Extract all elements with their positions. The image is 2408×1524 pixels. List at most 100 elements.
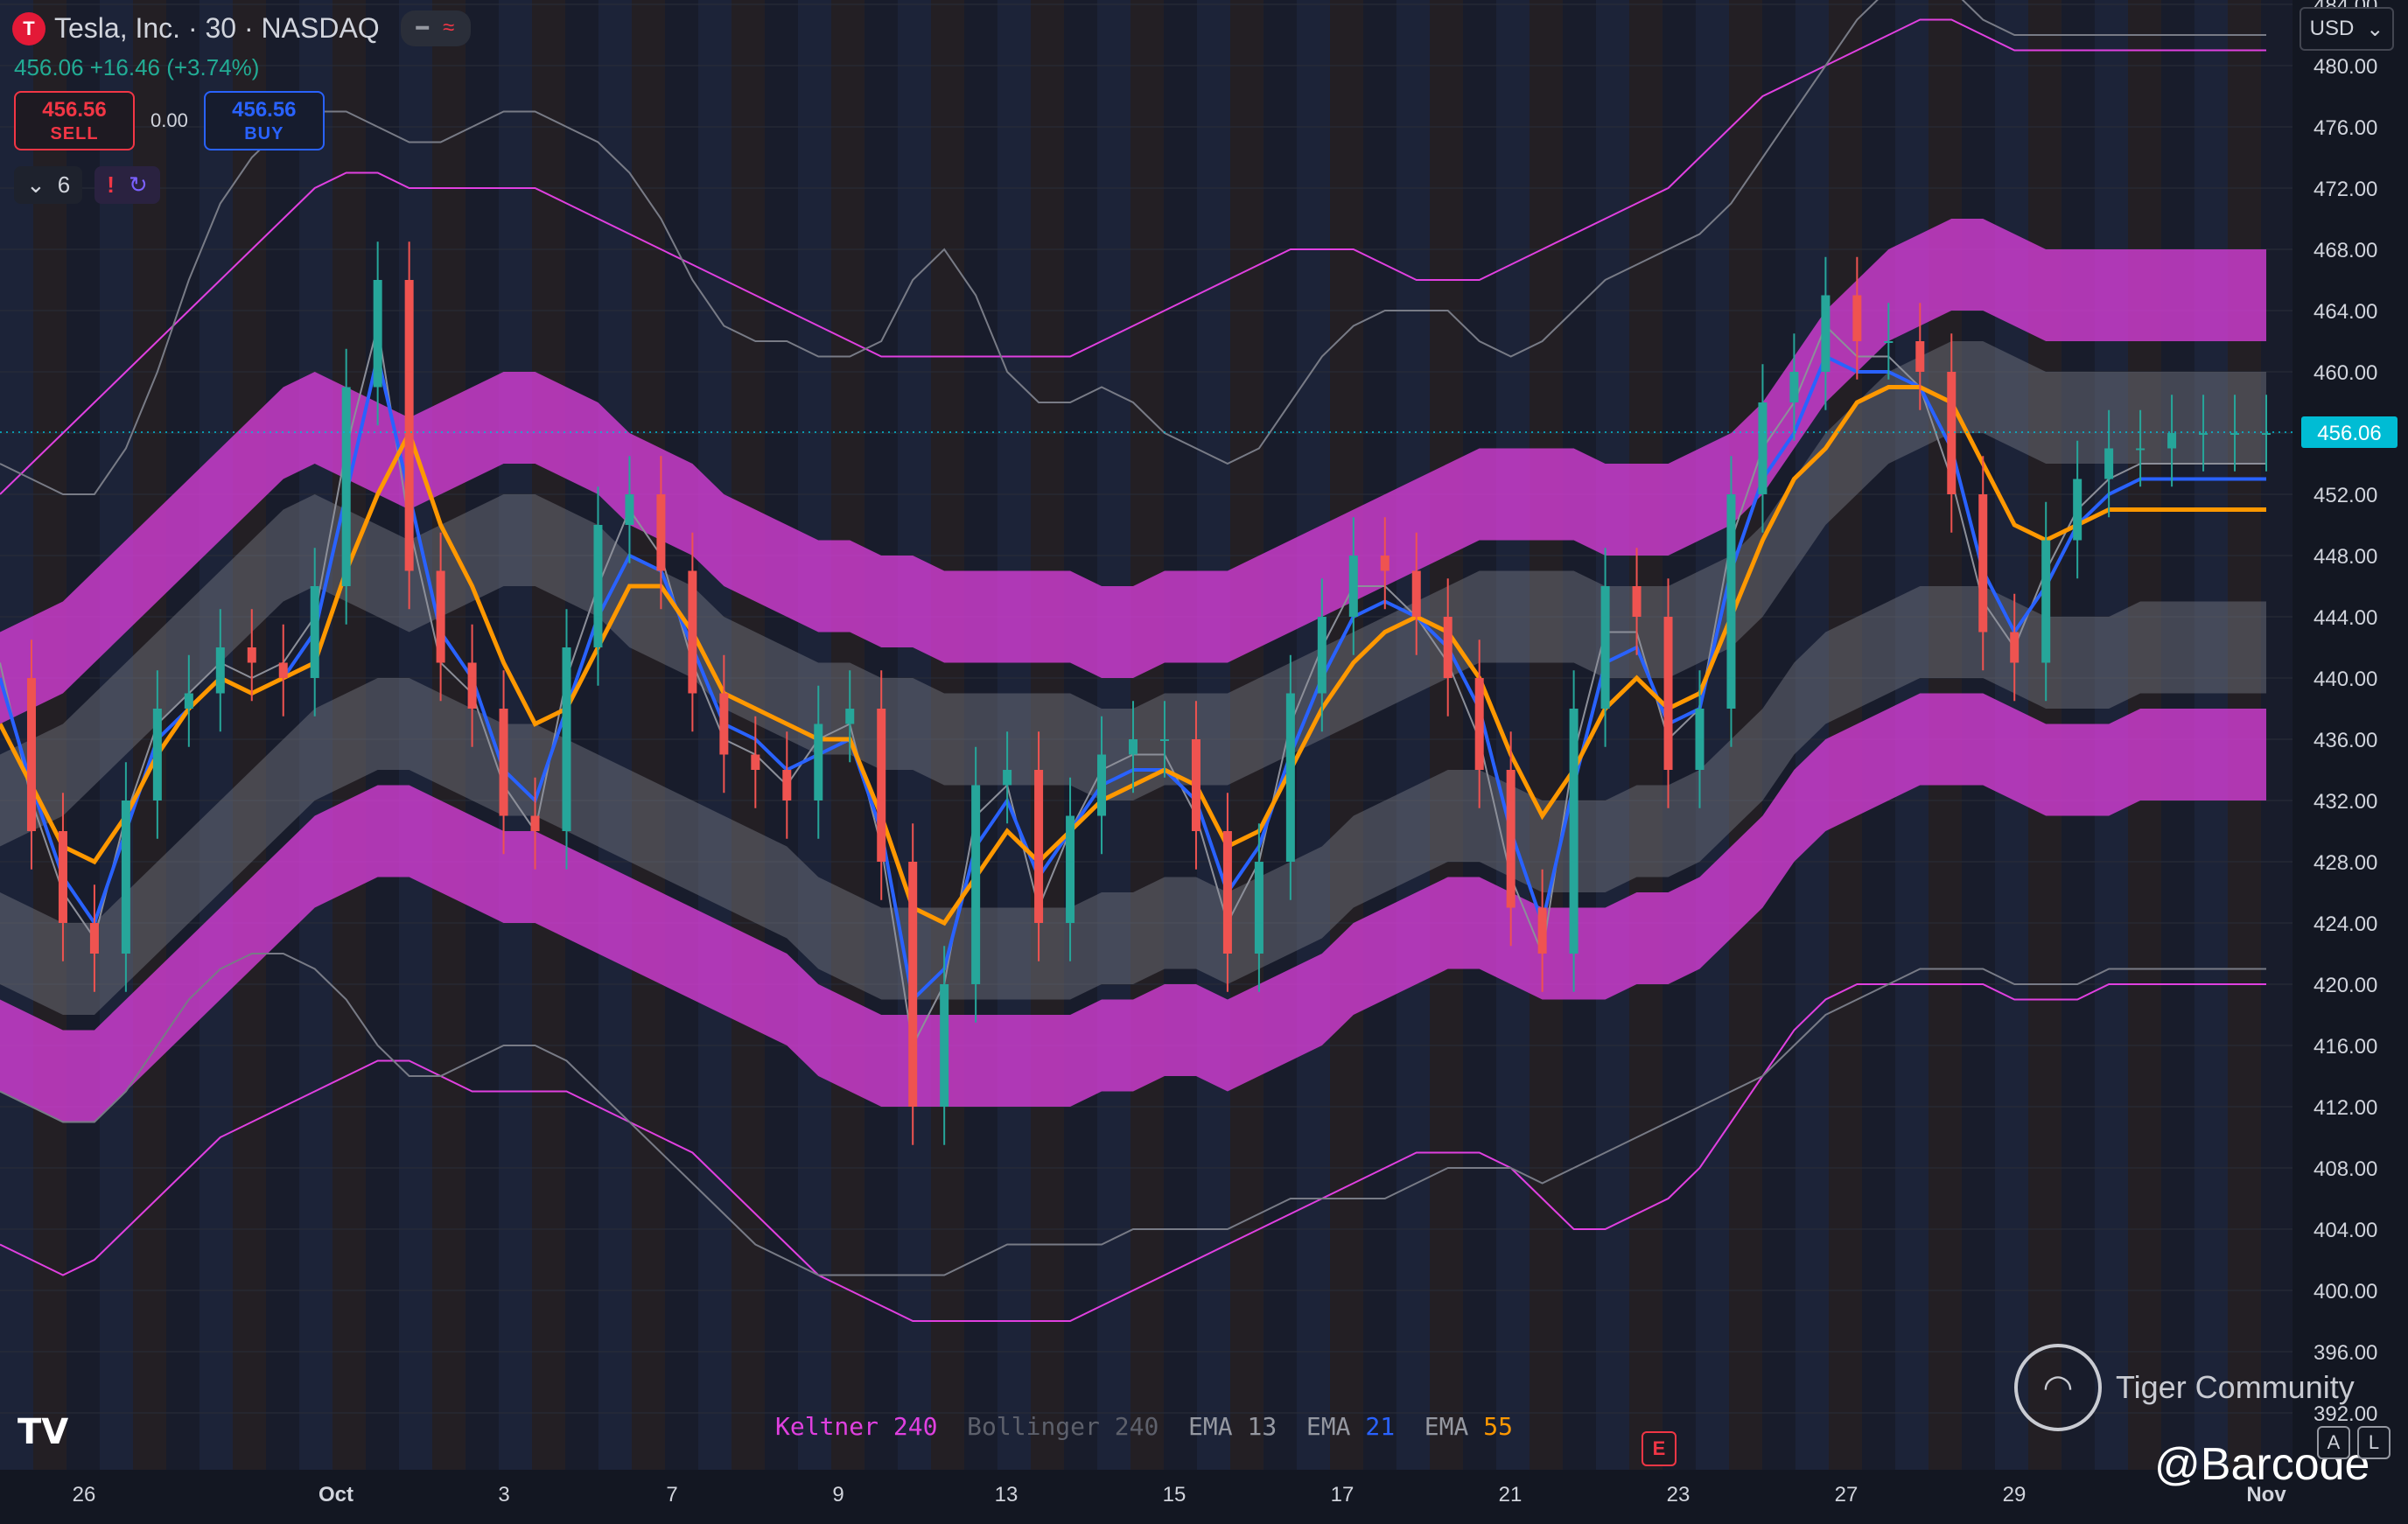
candle-body	[2136, 448, 2146, 451]
currency-select[interactable]: USD ⌄	[2300, 7, 2394, 51]
price-tick-label: 420.00	[2314, 974, 2377, 997]
candle-body	[1066, 815, 1075, 923]
price-tick-label: 432.00	[2314, 790, 2377, 814]
candle-body	[436, 570, 445, 663]
warning-icon[interactable]: !	[107, 171, 115, 198]
legend-name: Bollinger	[967, 1412, 1115, 1441]
watermark-text: Tiger Community	[2116, 1369, 2355, 1405]
candle-body	[58, 831, 67, 923]
price-axis[interactable]: 484.00480.00476.00472.00468.00464.00460.…	[2292, 0, 2408, 1524]
price-tick-label: 480.00	[2314, 55, 2377, 79]
candle-body	[404, 280, 414, 571]
candlesticks	[26, 241, 2271, 1145]
price-tick-label: 404.00	[2314, 1219, 2377, 1242]
session-stripe	[931, 0, 964, 1470]
candle-body	[688, 570, 697, 694]
session-stripe	[266, 0, 299, 1470]
candle-body	[215, 647, 225, 694]
minus-icon[interactable]: ━	[416, 17, 429, 40]
candle-body	[2073, 479, 2082, 541]
candle-body	[1758, 402, 1768, 494]
session-stripe	[1031, 0, 1064, 1470]
candle-body	[467, 662, 477, 709]
status-icons[interactable]: ! ↻	[94, 166, 160, 204]
candle-body	[278, 662, 288, 678]
candle-body	[1097, 754, 1107, 816]
time-tick-label: 29	[2003, 1483, 2026, 1507]
tradingview-logo-icon[interactable]: TV	[18, 1412, 69, 1452]
candle-body	[1695, 709, 1704, 770]
candle-body	[310, 586, 319, 678]
session-stripe	[1396, 0, 1430, 1470]
time-tick-label: 7	[666, 1483, 677, 1507]
legend-value: 55	[1483, 1412, 1543, 1441]
candle-body	[1506, 770, 1516, 908]
session-stripe	[831, 0, 864, 1470]
watermark: ◠ Tiger Community	[2014, 1344, 2355, 1431]
session-stripe	[765, 0, 798, 1470]
legend-name: Keltner	[775, 1412, 893, 1441]
keltner-outer-upper-line	[0, 18, 2266, 495]
session-stripe	[1297, 0, 1330, 1470]
candle-body	[719, 693, 729, 755]
candle-body	[1003, 770, 1012, 786]
price-axis-bg	[2292, 0, 2408, 1524]
candle-body	[499, 709, 508, 816]
indicator-toggle-group[interactable]: ━ ≈	[400, 10, 471, 46]
symbol-title[interactable]: Tesla, Inc. · 30 · NASDAQ	[54, 12, 380, 44]
buy-price: 456.56	[232, 97, 297, 122]
candle-body	[1254, 862, 1264, 954]
session-stripe	[1430, 0, 1463, 1470]
session-stripe	[399, 0, 432, 1470]
candle-body	[940, 984, 949, 1107]
candle-body	[1852, 295, 1862, 341]
price-tick-label: 396.00	[2314, 1341, 2377, 1365]
session-stripe	[33, 0, 66, 1470]
trade-panel: 456.56 SELL 0.00 456.56 BUY	[14, 91, 325, 150]
candle-body	[89, 923, 99, 954]
legend-value: 21	[1365, 1412, 1424, 1441]
session-stripe	[332, 0, 366, 1470]
candle-body	[2167, 433, 2177, 449]
candle-body	[877, 709, 886, 862]
candle-body	[593, 525, 603, 647]
candle-body	[1222, 831, 1232, 954]
time-tick-label: 26	[73, 1483, 96, 1507]
refresh-icon[interactable]: ↻	[128, 171, 148, 198]
candle-body	[184, 693, 193, 709]
candle-body	[1380, 556, 1390, 571]
candle-body	[1348, 556, 1358, 617]
time-tick-label: Nov	[2246, 1483, 2286, 1507]
log-scale-button[interactable]: L	[2357, 1426, 2390, 1459]
buy-button[interactable]: 456.56 BUY	[203, 91, 325, 150]
legend-value: 240	[892, 1412, 968, 1441]
time-axis[interactable]: 26 Oct 3 7 9 13 15 17 21 23 27 29 Nov	[0, 1470, 2408, 1524]
session-stripe	[299, 0, 332, 1470]
candle-body	[2230, 433, 2240, 435]
price-tick-label: 436.00	[2314, 729, 2377, 752]
quote-line: 456.06 +16.46 (+3.74%)	[14, 54, 260, 80]
sell-button[interactable]: 456.56 SELL	[14, 91, 135, 150]
candle-body	[1884, 341, 1894, 343]
last-price-tag	[2301, 416, 2398, 448]
sell-price: 456.56	[42, 97, 107, 122]
price-tick-label: 452.00	[2314, 484, 2377, 507]
candle-body	[656, 494, 666, 571]
time-tick-label: 9	[832, 1483, 844, 1507]
price-tick-label: 460.00	[2314, 361, 2377, 385]
wave-icon[interactable]: ≈	[443, 16, 455, 39]
collapse-indicators-button[interactable]: ⌄ 6	[14, 166, 83, 204]
session-stripe	[233, 0, 266, 1470]
time-tick-label: 13	[995, 1483, 1018, 1507]
time-tick-label: Oct	[318, 1483, 354, 1507]
legend-name: EMA	[1188, 1412, 1248, 1441]
session-stripe	[100, 0, 133, 1470]
auto-scale-button[interactable]: A	[2317, 1426, 2350, 1459]
earnings-marker[interactable]: E	[1642, 1431, 1676, 1466]
legend-name: EMA	[1424, 1412, 1484, 1441]
session-stripe	[1762, 0, 1796, 1470]
candle-body	[814, 724, 823, 800]
chevron-down-icon: ⌄	[2366, 17, 2384, 41]
legend-value: 13	[1247, 1412, 1306, 1441]
